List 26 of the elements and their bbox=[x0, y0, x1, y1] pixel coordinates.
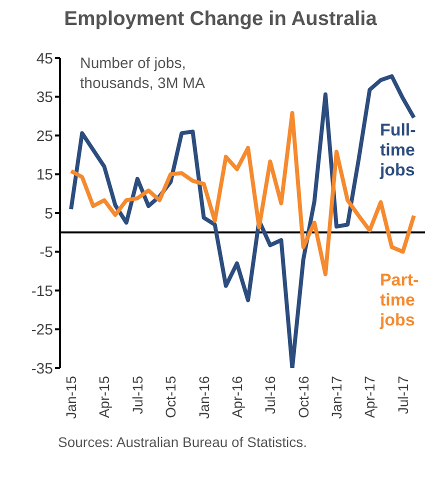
series-label: Full-time jobs bbox=[378, 120, 416, 180]
y-tick-label: 35 bbox=[36, 89, 53, 106]
series-label: Part-time jobs bbox=[378, 270, 419, 330]
x-tick-label: Jul-17 bbox=[394, 376, 411, 414]
x-tick-label: Jan-15 bbox=[63, 376, 80, 419]
x-tick-label: Jul-16 bbox=[262, 376, 278, 414]
x-tick-label: Oct-15 bbox=[162, 376, 179, 418]
x-tick-label: Jan-17 bbox=[328, 376, 345, 419]
x-tick-label: Apr-15 bbox=[96, 376, 112, 418]
y-tick-label: 45 bbox=[36, 50, 53, 68]
annotation: Number of jobs, thousands, 3M MA bbox=[80, 54, 206, 94]
y-tick-label: -15 bbox=[31, 282, 53, 300]
y-tick-label: -25 bbox=[31, 322, 53, 339]
y-tick-label: 15 bbox=[36, 166, 53, 184]
x-tick-label: Oct-16 bbox=[295, 376, 312, 418]
source-note: Sources: Australian Bureau of Statistics. bbox=[58, 434, 308, 450]
x-tick-label: Jan-16 bbox=[196, 376, 212, 419]
y-tick-label: -35 bbox=[31, 360, 53, 378]
x-tick-label: Apr-16 bbox=[228, 376, 245, 418]
y-tick-label: 5 bbox=[44, 205, 53, 222]
x-tick-label: Apr-17 bbox=[362, 376, 378, 418]
chart-title: Employment Change in Australia bbox=[63, 8, 378, 32]
y-tick-label: -5 bbox=[40, 244, 53, 262]
y-tick-label: 25 bbox=[36, 128, 53, 145]
x-tick-label: Jul-15 bbox=[129, 376, 146, 414]
line-series bbox=[69, 74, 416, 368]
